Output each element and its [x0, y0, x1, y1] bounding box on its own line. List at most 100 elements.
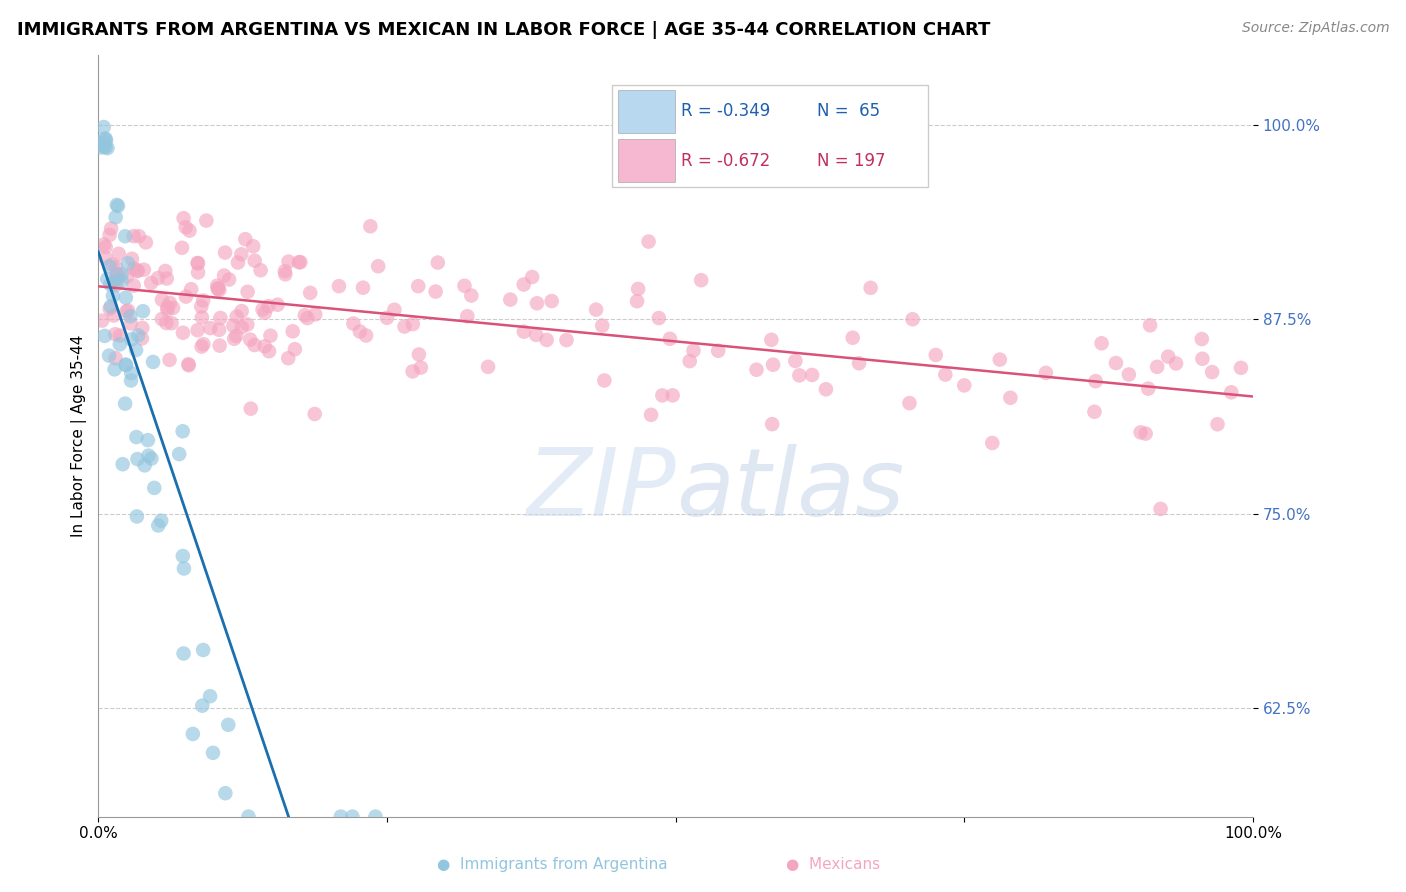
Point	[104, 351, 127, 366]
Point	[143, 481, 166, 495]
Point	[591, 318, 613, 333]
Point	[150, 293, 173, 307]
Point	[814, 382, 837, 396]
Text: ●  Mexicans: ● Mexicans	[786, 857, 880, 872]
Point	[155, 264, 177, 278]
Point	[93, 329, 115, 343]
Point	[761, 333, 783, 347]
Point	[159, 352, 181, 367]
Point	[125, 264, 148, 278]
Point	[384, 302, 406, 317]
Point	[1230, 360, 1253, 375]
Point	[208, 338, 231, 352]
Point	[239, 401, 262, 416]
Point	[375, 310, 398, 325]
FancyBboxPatch shape	[619, 90, 675, 133]
Point	[212, 268, 235, 283]
Point	[690, 273, 713, 287]
Text: ZIP: ZIP	[526, 443, 676, 534]
Point	[146, 271, 169, 285]
Point	[107, 268, 129, 283]
Point	[108, 337, 131, 351]
Point	[117, 303, 139, 318]
Point	[100, 221, 122, 235]
Point	[93, 139, 115, 153]
Point	[127, 328, 149, 343]
Point	[342, 317, 364, 331]
Point	[658, 332, 681, 346]
Point	[179, 224, 201, 238]
Point	[304, 307, 326, 321]
Point	[93, 237, 115, 252]
Point	[1035, 366, 1057, 380]
Point	[121, 252, 143, 266]
Point	[661, 388, 683, 402]
Point	[107, 247, 129, 261]
Point	[181, 727, 204, 741]
Point	[257, 344, 280, 359]
Point	[253, 306, 276, 320]
Point	[354, 328, 377, 343]
Point	[159, 296, 181, 310]
Point	[104, 211, 127, 225]
Point	[191, 698, 214, 713]
Point	[191, 310, 214, 325]
Point	[134, 458, 156, 473]
Point	[98, 227, 121, 242]
Point	[1201, 365, 1223, 379]
Point	[1206, 417, 1229, 432]
Point	[238, 809, 260, 823]
Point	[277, 351, 299, 366]
Point	[107, 199, 129, 213]
Point	[342, 809, 364, 823]
Point	[252, 302, 274, 317]
Point	[198, 690, 221, 704]
Text: Source: ZipAtlas.com: Source: ZipAtlas.com	[1241, 21, 1389, 35]
Point	[640, 408, 662, 422]
Point	[167, 447, 190, 461]
Point	[94, 134, 117, 148]
Point	[406, 279, 429, 293]
Point	[593, 374, 616, 388]
Point	[294, 308, 316, 322]
Point	[524, 327, 547, 342]
Point	[187, 265, 209, 279]
Point	[243, 253, 266, 268]
Point	[1135, 426, 1157, 441]
Point	[981, 436, 1004, 450]
Point	[135, 235, 157, 250]
Point	[98, 259, 121, 273]
Point	[425, 285, 447, 299]
Point	[187, 256, 209, 270]
Point	[114, 397, 136, 411]
Point	[122, 278, 145, 293]
Point	[132, 262, 155, 277]
Point	[1083, 405, 1105, 419]
Point	[94, 240, 117, 254]
Text: atlas: atlas	[676, 443, 904, 534]
Point	[222, 318, 245, 333]
Point	[105, 267, 128, 281]
Point	[201, 746, 224, 760]
Point	[98, 349, 121, 363]
Point	[253, 339, 276, 353]
Point	[555, 333, 578, 347]
Point	[187, 256, 209, 270]
Point	[540, 294, 562, 309]
Point	[122, 261, 145, 276]
Point	[98, 301, 121, 316]
Point	[243, 338, 266, 352]
Text: IMMIGRANTS FROM ARGENTINA VS MEXICAN IN LABOR FORCE | AGE 35-44 CORRELATION CHAR: IMMIGRANTS FROM ARGENTINA VS MEXICAN IN …	[17, 21, 990, 38]
Point	[180, 282, 202, 296]
Point	[96, 272, 118, 286]
Point	[290, 255, 312, 269]
Point	[284, 342, 307, 356]
Point	[1105, 356, 1128, 370]
Point	[91, 313, 114, 327]
Point	[239, 333, 262, 347]
Point	[1157, 350, 1180, 364]
Point	[274, 268, 297, 282]
Point	[1164, 356, 1187, 370]
Point	[707, 343, 730, 358]
Point	[1149, 502, 1171, 516]
